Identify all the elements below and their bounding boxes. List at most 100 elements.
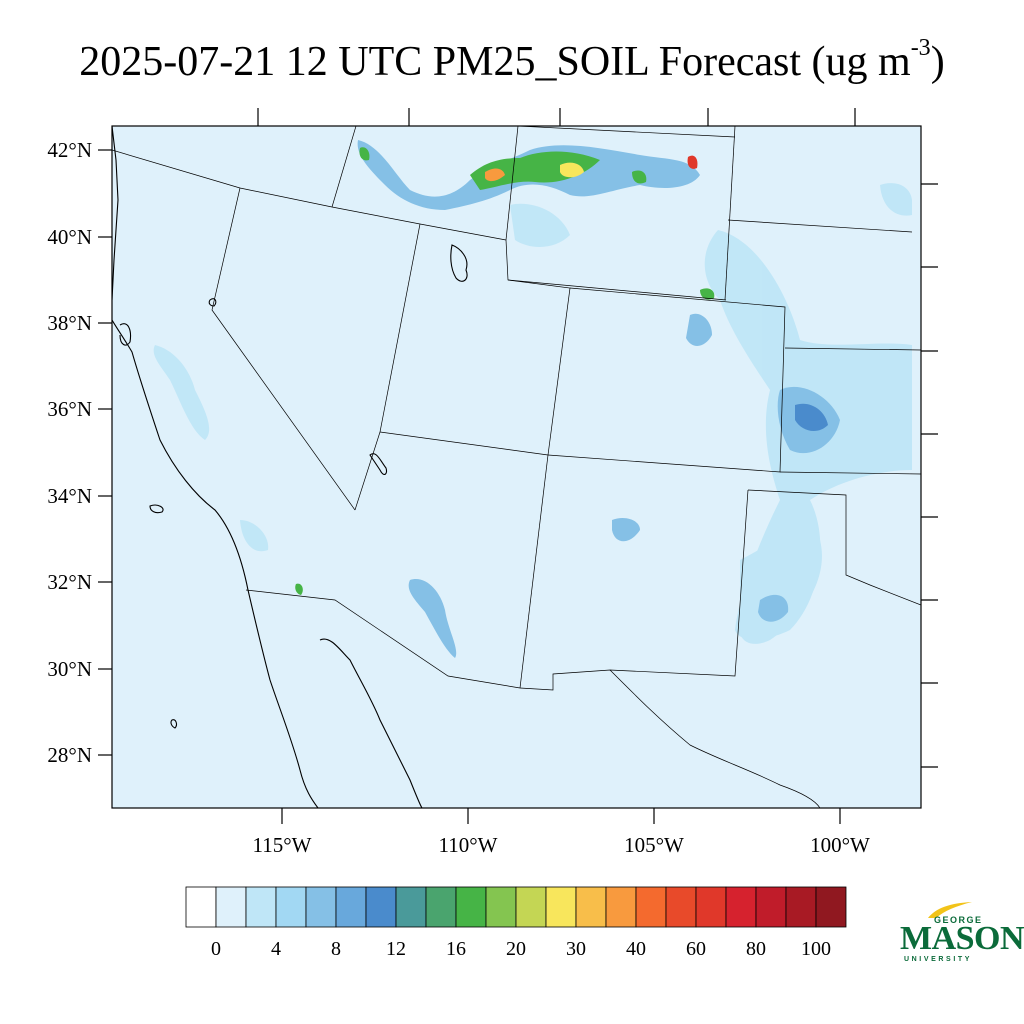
state-boundaries <box>112 126 921 808</box>
colorbar-swatch <box>485 886 517 928</box>
colorbar-swatch <box>215 886 247 928</box>
logo-swoosh-icon <box>928 902 972 918</box>
south-dakota-line <box>727 219 913 233</box>
channel-islands <box>149 504 164 514</box>
oklahoma-north <box>779 471 921 475</box>
idaho-line <box>331 126 357 208</box>
wyoming-patch-2 <box>632 170 647 184</box>
colorbar-label: 60 <box>686 938 706 960</box>
colorbar-swatch <box>305 886 337 928</box>
colorado-core <box>686 313 712 346</box>
sf-bay <box>119 323 132 346</box>
lat-label: 40°N <box>47 225 92 249</box>
lat-label: 36°N <box>47 397 92 421</box>
nebraska-patch <box>880 183 912 216</box>
great-salt-lake <box>450 244 468 282</box>
colorbar-label: 30 <box>566 938 586 960</box>
texas-core <box>758 594 789 622</box>
lon-label: 110°W <box>439 833 498 857</box>
logo-mason: MASON <box>900 920 1024 957</box>
colorbar-swatch <box>365 886 397 928</box>
wyoming-hotspot <box>687 155 698 169</box>
mexico-border-patch <box>295 583 303 595</box>
colorbar-swatch <box>815 886 847 928</box>
california-valley <box>153 345 210 440</box>
colorbar-swatch <box>755 886 787 928</box>
band-green <box>470 151 600 190</box>
colorbar-swatch <box>575 886 607 928</box>
california-baja-coast <box>112 319 319 808</box>
oregon-coast <box>112 126 119 301</box>
island-south <box>170 719 177 729</box>
nm-texas-line <box>519 489 749 691</box>
socal-patch <box>240 520 269 552</box>
logo-university: UNIVERSITY <box>904 956 973 963</box>
concentration-deep <box>795 403 828 432</box>
colorbar-swatch <box>665 886 697 928</box>
map-ticks <box>98 108 938 824</box>
arizona-north <box>379 431 549 456</box>
colorbar-swatch <box>635 886 667 928</box>
wyoming-south <box>507 279 727 301</box>
title-close: ) <box>930 39 945 85</box>
colorbar-label: 4 <box>271 938 281 960</box>
arizona-core <box>408 579 457 658</box>
band-hotspot-2 <box>560 162 584 178</box>
colorbar-swatch <box>725 886 757 928</box>
colorbar-swatch <box>185 886 217 928</box>
kansas-plume <box>860 358 912 451</box>
idaho-patch <box>359 147 370 161</box>
arizona-nm-line <box>519 454 549 689</box>
lon-label: 105°W <box>624 833 684 857</box>
lon-label: 100°W <box>810 833 870 857</box>
lat-label: 42°N <box>47 138 92 162</box>
latitude-labels: 42°N 40°N 38°N 36°N 34°N 32°N 30°N 28°N <box>47 138 92 767</box>
map-title: 2025-07-21 12 UTC PM25_SOIL Forecast (ug… <box>0 34 1024 90</box>
colorbar-label: 16 <box>446 938 466 960</box>
title-superscript: -3 <box>910 35 931 61</box>
colorbar-label: 0 <box>211 938 221 960</box>
coastlines <box>112 126 468 808</box>
lat-label: 32°N <box>47 570 92 594</box>
lake-mead <box>369 453 388 476</box>
colorbar-swatch <box>245 886 277 928</box>
idaho-wyoming-line <box>505 126 519 241</box>
gulf-of-california <box>319 638 423 808</box>
colorbar <box>185 886 847 928</box>
colorbar-swatch <box>515 886 547 928</box>
colorbar-swatch <box>395 886 427 928</box>
lat-label: 28°N <box>47 743 92 767</box>
lake-tahoe <box>208 298 217 307</box>
band-hotspot-1 <box>485 168 505 182</box>
lon-label: 115°W <box>253 833 312 857</box>
colorbar-swatch <box>695 886 727 928</box>
montana-line <box>517 126 736 138</box>
wyoming-east <box>724 126 736 301</box>
mexico-border <box>245 589 521 689</box>
colorbar-swatch <box>785 886 817 928</box>
colorbar-swatch <box>455 886 487 928</box>
texas-plume <box>739 532 822 644</box>
colorbar-label: 80 <box>746 938 766 960</box>
california-nevada-line <box>211 187 356 511</box>
colorado-hotspot <box>700 288 715 300</box>
colorbar-label: 100 <box>801 938 831 960</box>
colorbar-label: 20 <box>506 938 526 960</box>
title-text: 2025-07-21 12 UTC PM25_SOIL Forecast (ug… <box>79 39 911 85</box>
colorbar-label: 8 <box>331 938 341 960</box>
map-content <box>153 140 912 658</box>
colorado-box <box>547 287 786 473</box>
oklahoma-peak <box>795 403 828 432</box>
colorbar-label: 40 <box>626 938 646 960</box>
kansas-north <box>784 347 921 351</box>
concentration-band <box>295 140 715 595</box>
lat-label: 34°N <box>47 484 92 508</box>
lat-label: 30°N <box>47 657 92 681</box>
colorbar-swatch <box>545 886 577 928</box>
gmu-logo: GEORGE MASON UNIVERSITY <box>896 898 1024 968</box>
colorbar-labels: 0 4 8 12 16 20 30 40 60 80 100 <box>211 938 831 960</box>
colorbar-swatch <box>335 886 367 928</box>
colorbar-label: 12 <box>386 938 406 960</box>
newmexico-core <box>612 518 640 542</box>
